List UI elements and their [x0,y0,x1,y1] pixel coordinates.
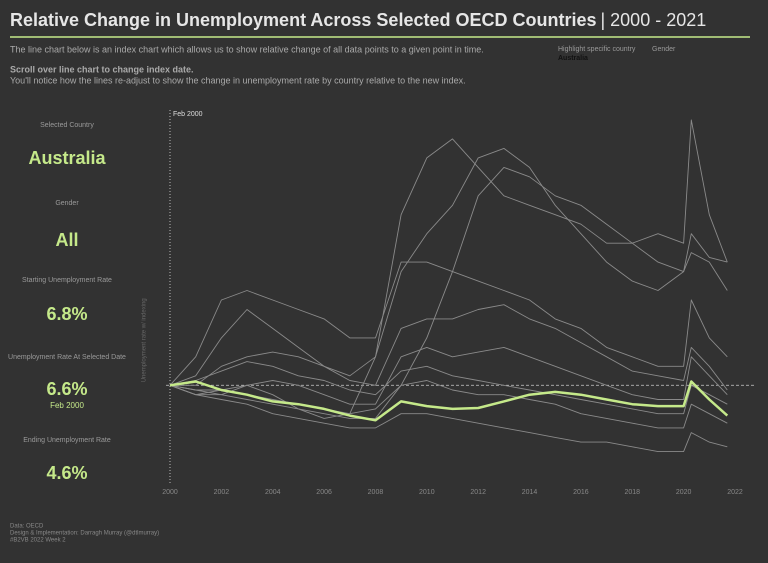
x-tick-label: 2012 [470,489,486,496]
country-line [169,380,728,429]
country-line [169,346,728,405]
country-line [169,147,728,419]
y-axis-label: Unemployment rate w/ indexing [142,298,148,382]
title-main: Relative Change in Unemployment Across S… [10,10,596,30]
country-line [169,119,728,386]
summary-panel: Selected Country Australia Gender All St… [8,122,126,483]
filter-value[interactable]: Australia [558,55,588,62]
line-chart[interactable]: 2000 2002 2004 2006 2008 2010 2012 2014 2016 2018… [142,110,755,496]
footer: #B2VB 2022 Week 2 [10,538,66,544]
x-tick-label: 2006 [316,489,332,496]
x-tick-label: 2014 [522,489,538,496]
panel-date: Feb 2000 [50,401,84,410]
panel-label: Selected Country [40,122,94,129]
title: Relative Change in Unemployment Across S… [10,10,706,30]
panel-label: Ending Unemployment Rate [23,437,111,444]
x-tick-label: 2002 [214,489,230,496]
footer: Data: OECD [10,524,44,530]
panel-value: All [55,230,78,250]
filter-label: Highlight specific country [558,46,636,53]
highlight-line [169,380,729,422]
country-line [169,166,728,415]
panel-label: Starting Unemployment Rate [22,277,112,284]
index-date-label: Feb 2000 [173,111,203,118]
x-tick-label: 2020 [676,489,692,496]
country-line [169,361,728,415]
title-range: | 2000 - 2021 [600,10,706,30]
panel-value: 4.6% [46,463,87,483]
panel-value: 6.6% [46,379,87,399]
country-line [169,261,728,386]
footer: Design & Implementation: Darragh Murray … [10,531,159,537]
instruction-detail: You'll notice how the lines re-adjust to… [10,75,466,85]
x-tick-label: 2018 [624,489,640,496]
panel-value: 6.8% [46,304,87,324]
x-tick-label: 2022 [727,489,743,496]
filter-label: Gender [652,46,676,53]
panel-label: Unemployment Rate At Selected Date [8,354,126,361]
country-line [170,304,728,391]
x-tick-label: 2016 [573,489,589,496]
country-line [169,384,728,453]
x-tick-label: 2004 [265,489,281,496]
x-tick-label: 2008 [368,489,384,496]
x-tick-label: 2000 [162,489,178,496]
instruction: Scroll over line chart to change index d… [10,64,194,74]
panel-label: Gender [55,200,79,207]
description: The line chart below is an index chart w… [10,44,484,54]
panel-value: Australia [28,148,106,168]
x-tick-label: 2010 [419,489,435,496]
